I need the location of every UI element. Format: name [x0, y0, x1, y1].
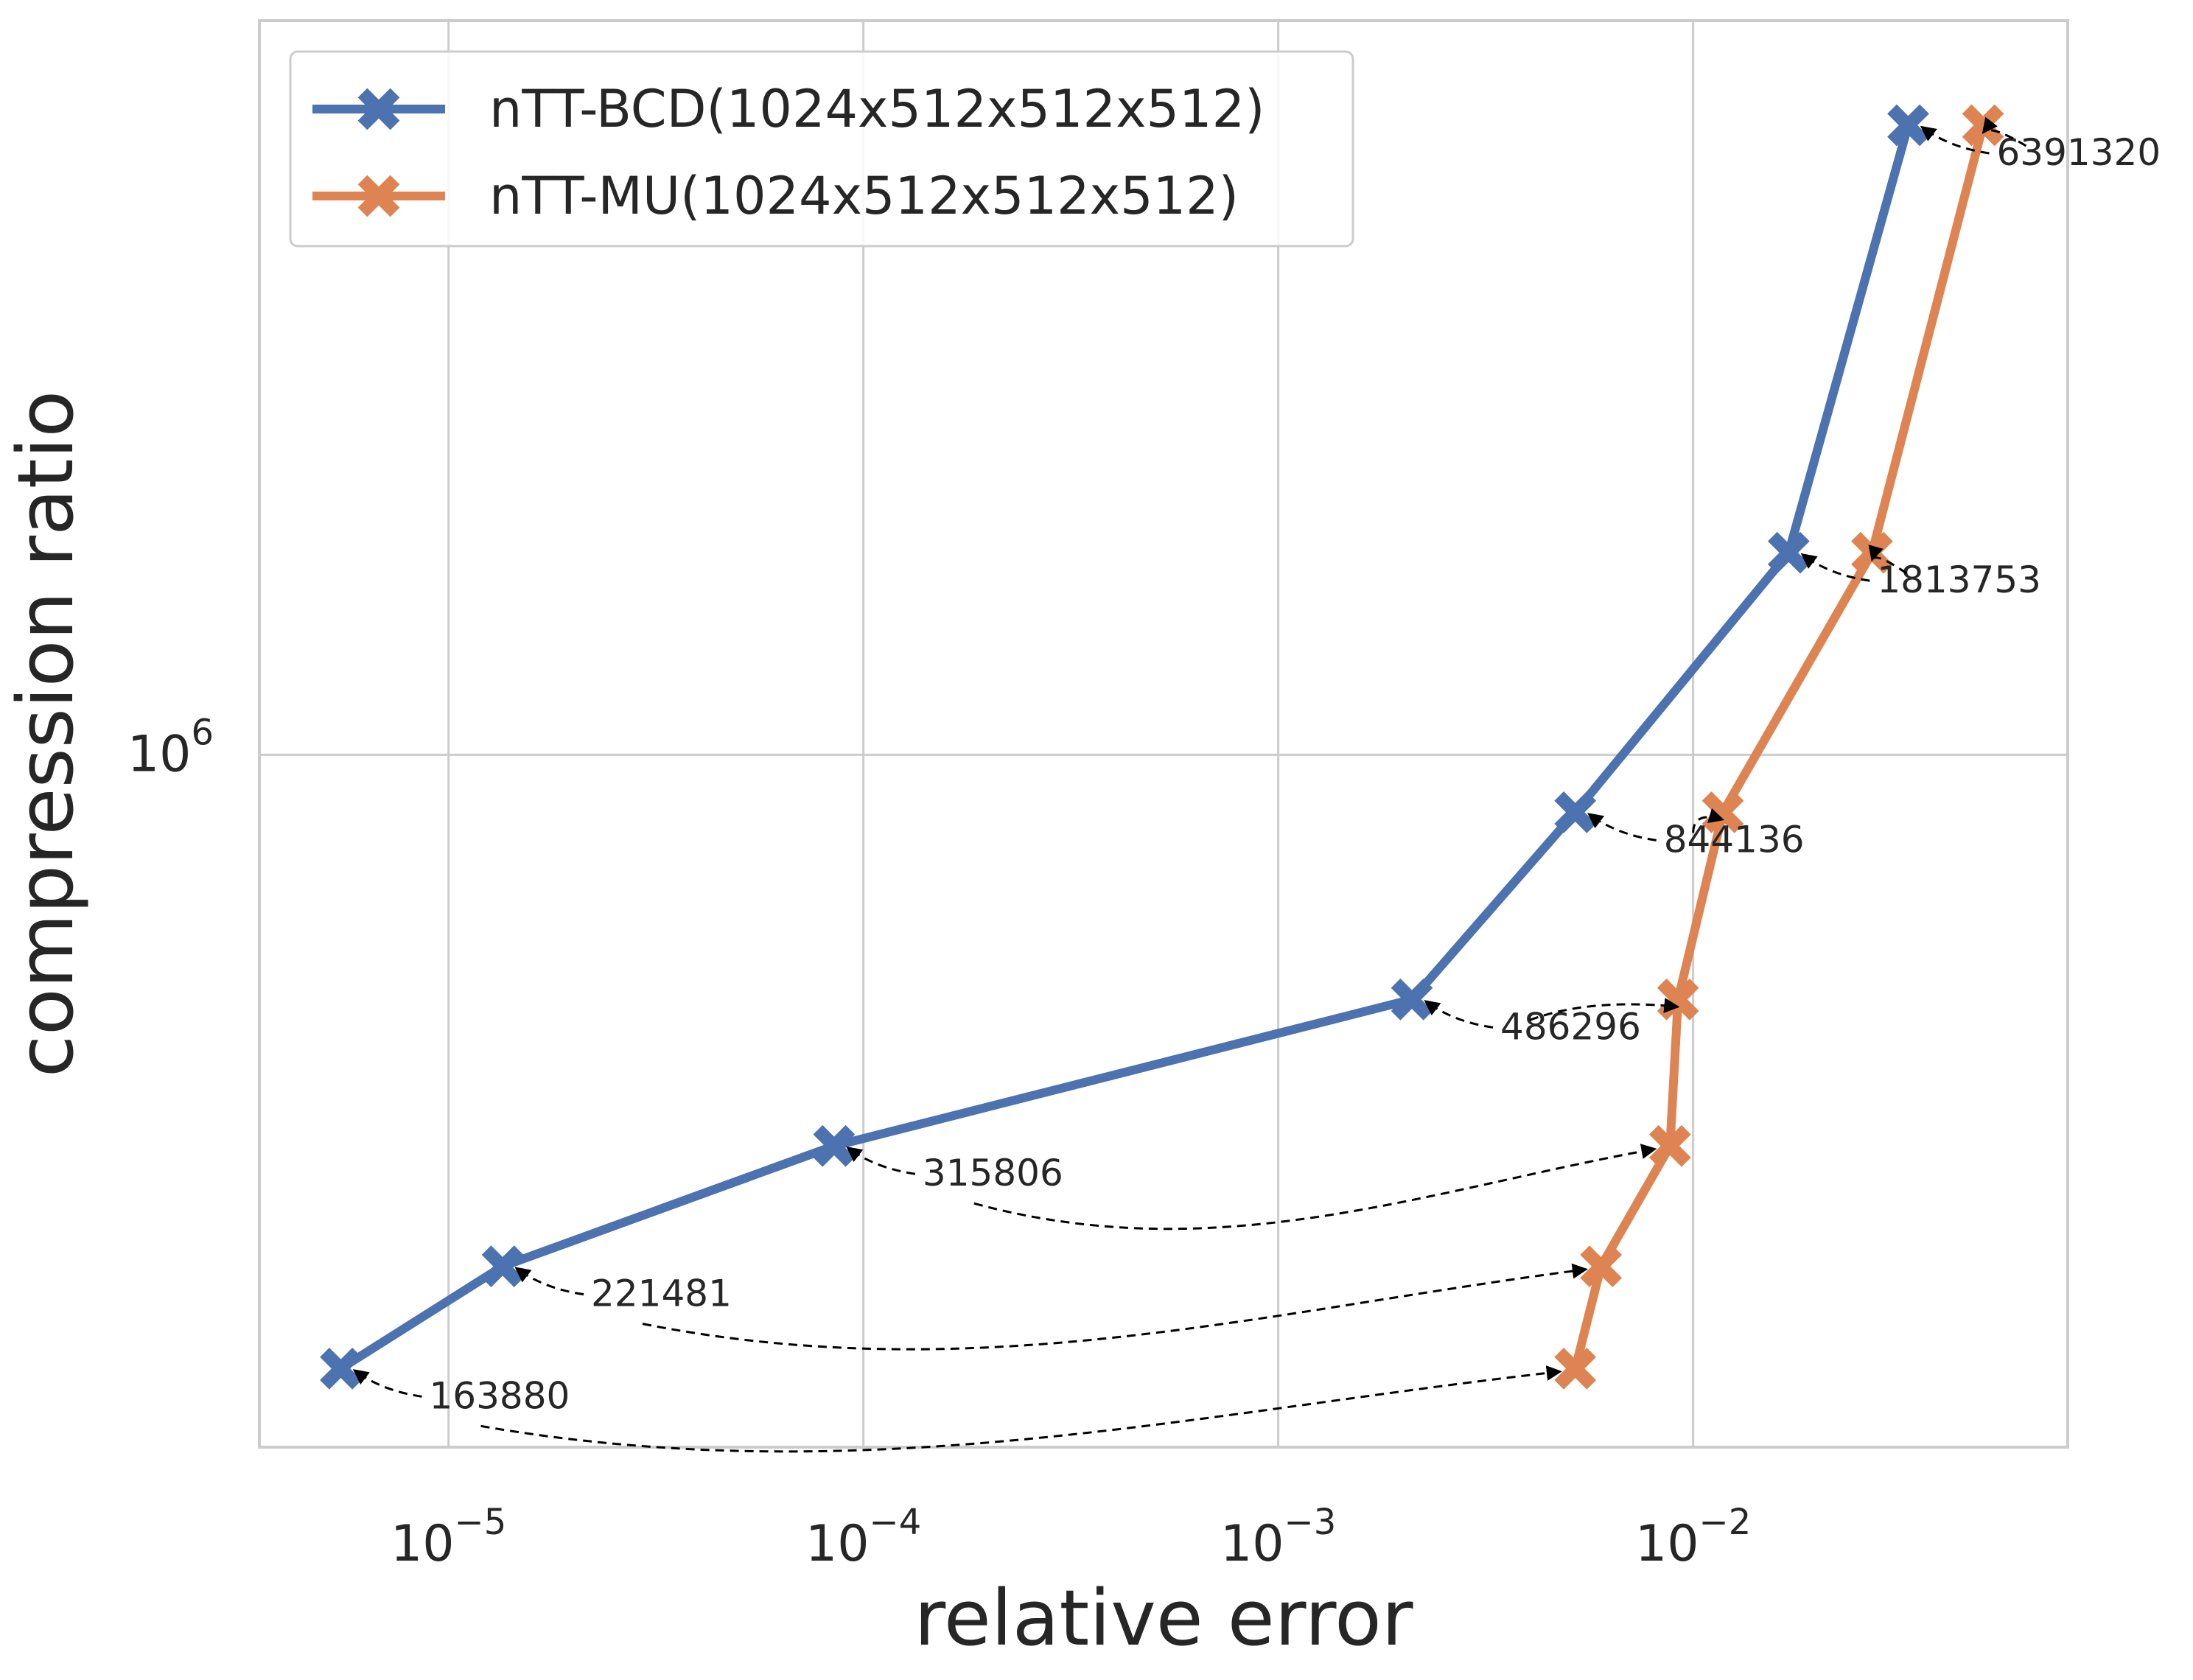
annotation-arrow-mu	[1868, 545, 1908, 575]
legend-box	[289, 50, 1354, 248]
marker-layer	[320, 104, 2004, 1390]
x-tick-base: 10	[805, 1515, 870, 1573]
x-tick-exponent: −2	[1699, 1502, 1751, 1543]
annotation-arrow-mu	[973, 1144, 1657, 1231]
annotation-arrow-bcd	[1424, 1000, 1494, 1029]
data-point-ntt-bcd	[1391, 979, 1433, 1021]
x-tick-exponent: −4	[870, 1502, 922, 1543]
series-layer	[338, 124, 1987, 1373]
x-tick-exponent: −3	[1284, 1502, 1336, 1543]
series-line-ntt-mu	[1570, 124, 1987, 1370]
marker-stroke	[1391, 979, 1433, 1021]
y-tick-base: 10	[127, 725, 192, 783]
marker-stroke	[357, 88, 400, 130]
annotation-label: 1813753	[1877, 559, 2041, 601]
annotation-arrow-mu	[480, 1365, 1562, 1453]
annotation-label: 221481	[591, 1273, 732, 1315]
x-tick-base: 10	[1220, 1515, 1284, 1573]
annotation-arrow-bcd	[1920, 125, 1990, 155]
x-tick-base: 10	[1635, 1515, 1699, 1573]
marker-stroke	[1887, 104, 1929, 147]
marker-stroke	[1554, 791, 1597, 833]
marker-stroke	[1767, 531, 1810, 574]
x-tick-exponent: −5	[455, 1502, 507, 1543]
legend-marker-ntt-bcd	[357, 88, 400, 130]
annotation-arrow-bcd	[1587, 813, 1657, 841]
annotation-arrow-bcd	[846, 1146, 916, 1175]
x-axis-title: relative error	[914, 1573, 1413, 1663]
annotation-arrow-bcd	[352, 1369, 422, 1398]
data-point-ntt-bcd	[1767, 531, 1810, 574]
grid	[259, 21, 2068, 1447]
series-line-ntt-bcd	[338, 124, 1913, 1373]
annotation-layer: 163880 221481 315806 486296 844136 1813753 639…	[352, 116, 2161, 1453]
marker-stroke	[1580, 1245, 1623, 1287]
annotation-label: 163880	[430, 1374, 570, 1417]
marker-stroke	[357, 175, 400, 217]
legend-label-ntt-bcd: nTT-BCD(1024x512x512x512)	[489, 79, 1265, 139]
data-point-ntt-mu	[1580, 1245, 1623, 1287]
y-axis-title: compression ratio	[1, 391, 91, 1077]
x-tick-label: 10−5	[391, 1502, 506, 1573]
x-tick-base: 10	[391, 1515, 455, 1573]
legend-label-ntt-mu: nTT-MU(1024x512x512x512)	[489, 166, 1239, 226]
x-tick-label: 10−4	[805, 1502, 921, 1573]
annotation-arrow-bcd	[514, 1267, 584, 1296]
annotation-label: 315806	[923, 1152, 1063, 1194]
marker-stroke	[813, 1124, 856, 1167]
marker-stroke	[481, 1245, 524, 1287]
plot-area-frame	[258, 19, 2069, 1449]
data-point-ntt-bcd	[813, 1124, 856, 1167]
y-tick-exponent: 6	[191, 712, 214, 753]
data-point-ntt-bcd	[1887, 104, 1929, 147]
annotation-arrow-mu	[642, 1263, 1588, 1351]
data-point-ntt-bcd	[320, 1347, 362, 1390]
x-tick-label: 10−2	[1635, 1502, 1751, 1573]
data-point-ntt-mu	[1554, 1347, 1597, 1390]
marker-stroke	[1648, 1124, 1691, 1167]
marker-stroke	[320, 1347, 362, 1390]
annotation-label: 486296	[1500, 1005, 1641, 1048]
data-point-ntt-bcd	[481, 1245, 524, 1287]
legend-marker-ntt-mu	[357, 175, 400, 217]
legend: nTT-BCD(1024x512x512x512) nTT-MU(1024x512…	[289, 50, 1354, 248]
annotation-arrow-mu	[1692, 808, 1725, 833]
y-tick-label: 106	[127, 712, 214, 783]
x-tick-label: 10−3	[1220, 1502, 1336, 1573]
annotation-label: 844136	[1664, 818, 1805, 861]
annotation-arrow-mu	[1529, 998, 1680, 1021]
data-point-ntt-mu	[1648, 1124, 1691, 1167]
annotation-arrow-bcd	[1800, 553, 1870, 582]
marker-stroke	[1554, 1347, 1597, 1390]
annotation-label: 6391320	[1996, 131, 2161, 174]
annotation-arrow-mu	[1982, 116, 2027, 147]
data-point-ntt-bcd	[1554, 791, 1597, 833]
